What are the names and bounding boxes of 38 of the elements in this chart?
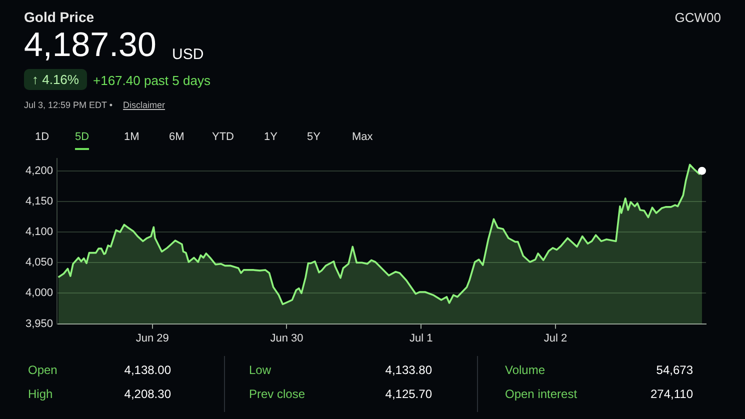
y-tick-label: 4,100	[25, 226, 53, 238]
y-tick-label: 4,000	[25, 287, 53, 300]
text: Disclaimer	[123, 100, 166, 110]
text: 4,133.80	[385, 363, 432, 377]
text: 4,138.00	[124, 363, 171, 377]
text: +167.40 past 5 days	[93, 73, 210, 88]
y-tick-label: 4,050	[25, 256, 53, 269]
text: 6M	[169, 131, 184, 143]
text: 4,125.70	[385, 387, 432, 401]
y-tick-label: 4,150	[25, 195, 53, 208]
text: Jul 3, 12:59 PM EDT •	[24, 100, 113, 110]
text: 1D	[35, 131, 50, 143]
text: Prev close	[249, 387, 306, 401]
x-tick-label: Jul 1	[409, 332, 433, 344]
text: 1Y	[264, 131, 278, 143]
text: High	[28, 387, 53, 401]
text: 54,673	[656, 363, 693, 377]
text: 1M	[124, 131, 140, 143]
x-tick-label: Jun 29	[136, 332, 169, 344]
y-tick-label: 3,950	[25, 318, 53, 330]
text: 5D	[75, 131, 90, 150]
text: USD	[172, 46, 204, 63]
text: GCW00	[674, 10, 721, 25]
text: 5Y	[307, 131, 320, 143]
text: 4,187.30	[24, 26, 156, 65]
text: Low	[249, 363, 272, 377]
text: Max	[352, 131, 373, 143]
text: Open interest	[505, 387, 578, 401]
text: Volume	[505, 363, 546, 377]
text: Open	[28, 363, 58, 377]
y-tick-label: 4,200	[25, 164, 53, 177]
x-tick-label: Jun 30	[270, 332, 304, 344]
text: YTD	[212, 131, 234, 143]
x-tick-label: Jul 2	[544, 332, 568, 344]
chart-title: Gold Price	[24, 9, 94, 25]
text: ↑ 4.16%	[24, 69, 87, 90]
text: 274,110	[650, 387, 693, 401]
text: 4,208.30	[124, 387, 171, 401]
